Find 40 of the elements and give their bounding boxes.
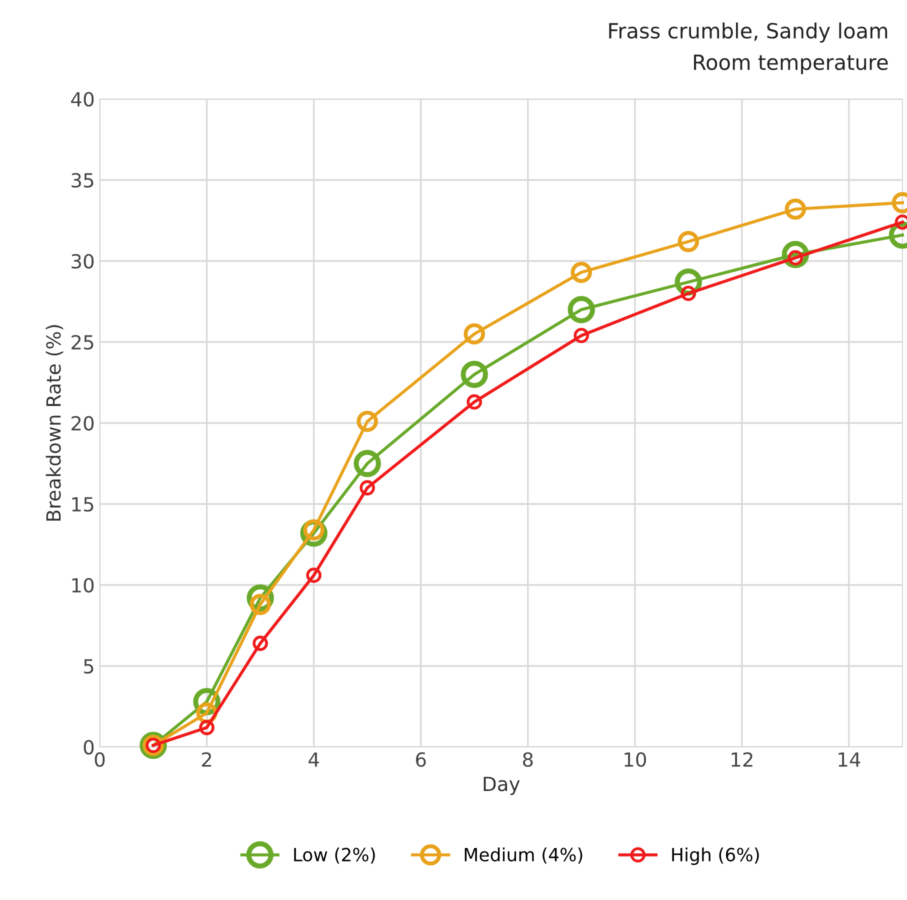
point [460, 360, 488, 388]
point [199, 720, 214, 736]
point [678, 230, 700, 252]
y-tick-label: 25 [72, 334, 94, 350]
y-tick-label: 30 [72, 254, 94, 269]
point [356, 410, 378, 432]
point [570, 262, 592, 283]
chart-subtitle: Room temperature [694, 54, 888, 74]
y-tick-label: 5 [84, 659, 94, 674]
point [680, 286, 696, 302]
chart-title: Frass crumble, Sandy loam [609, 22, 888, 43]
point [466, 394, 482, 410]
point [464, 323, 485, 345]
x-tick-label: 12 [732, 752, 752, 767]
x-axis-title: Day [484, 776, 520, 796]
point [574, 328, 590, 344]
legend-label: Low (2%) [294, 848, 375, 864]
point [252, 636, 268, 651]
x-tick-label: 4 [308, 752, 319, 767]
x-tick-label: 14 [838, 752, 860, 767]
point [360, 480, 375, 496]
y-tick-label: 10 [72, 578, 94, 593]
x-tick-label: 0 [94, 752, 105, 767]
legend-label: Medium (4%) [464, 847, 582, 864]
y-tick-label: 0 [84, 740, 94, 755]
y-tick-label: 15 [72, 497, 94, 512]
x-tick-label: 6 [416, 752, 426, 767]
point [354, 450, 381, 478]
y-tick-label: 35 [72, 172, 94, 188]
y-axis-title: Breakdown Rate (%) [46, 325, 64, 521]
point [568, 296, 595, 324]
x-tick-label: 2 [202, 752, 212, 767]
y-tick-label: 40 [71, 92, 94, 107]
x-tick-label: 10 [624, 752, 646, 767]
point [306, 568, 322, 583]
y-tick-label: 20 [72, 416, 94, 431]
point [782, 240, 810, 268]
x-tick-label: 8 [523, 752, 533, 767]
point [784, 198, 806, 220]
legend-label: High (6%) [672, 847, 759, 865]
